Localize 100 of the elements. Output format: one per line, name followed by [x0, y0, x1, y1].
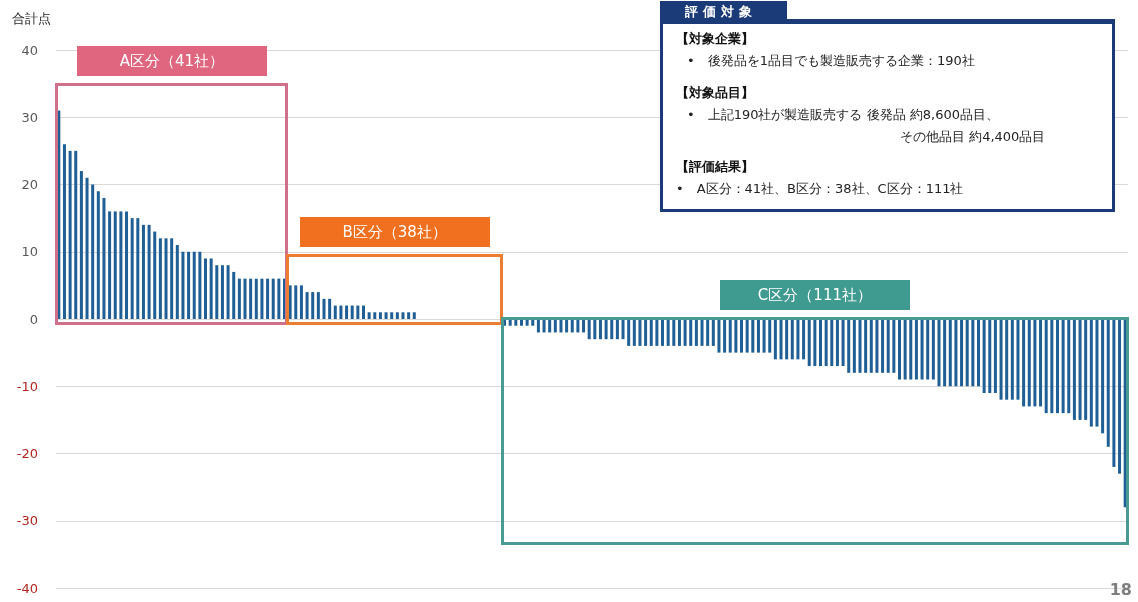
bar [960, 319, 964, 387]
bar [204, 258, 208, 319]
bar [920, 319, 924, 380]
bar [1106, 319, 1110, 447]
annotation: B区分（38社） [342, 222, 447, 244]
bar [1078, 319, 1082, 420]
bar [542, 319, 546, 333]
bar [723, 319, 727, 353]
annotation: 【対象品目】 [676, 84, 754, 102]
bar [407, 312, 411, 319]
bar [576, 319, 580, 333]
bar [909, 319, 913, 380]
bar [734, 319, 738, 353]
bar [835, 319, 839, 367]
bar [311, 292, 315, 319]
bar [192, 251, 196, 319]
bar [401, 312, 405, 319]
bar [954, 319, 958, 387]
bar [694, 319, 698, 346]
bar [1005, 319, 1009, 400]
bar [1118, 319, 1122, 474]
y-tick-label: 10 [21, 244, 38, 260]
bar [1089, 319, 1093, 427]
bar [1101, 319, 1105, 434]
bar [328, 298, 332, 319]
bar [378, 312, 382, 319]
bar [999, 319, 1003, 400]
y-tick-label: 20 [21, 177, 38, 192]
bar [395, 312, 399, 319]
bar [260, 278, 264, 319]
bar [175, 245, 179, 319]
bar [215, 265, 219, 319]
bar [288, 285, 292, 319]
bar [632, 319, 636, 346]
bar [237, 278, 241, 319]
bar [1084, 319, 1088, 420]
bar [982, 319, 986, 393]
bar [779, 319, 783, 360]
bar [841, 319, 845, 367]
annotation: • 後発品を1品目でも製造販売する企業：190社 [687, 52, 975, 70]
bar [943, 319, 947, 387]
bar [700, 319, 704, 346]
y-tick-label: 30 [21, 109, 38, 125]
bar [339, 305, 343, 319]
bar [627, 319, 631, 346]
bar [113, 211, 117, 319]
bar [740, 319, 744, 353]
bar [655, 319, 659, 346]
bar [914, 319, 918, 380]
text: 評価対象 [660, 1, 787, 23]
bar [271, 278, 275, 319]
bar [79, 171, 83, 319]
bar [62, 144, 66, 319]
bar [1044, 319, 1048, 414]
bar [717, 319, 721, 353]
bar [536, 319, 540, 333]
bar [548, 319, 552, 333]
bar [773, 319, 777, 360]
bar [345, 305, 349, 319]
bar [598, 319, 602, 340]
bar [68, 150, 72, 319]
bar [226, 265, 230, 319]
bar [683, 319, 687, 346]
bar [711, 319, 715, 346]
bar [141, 224, 145, 319]
bar [164, 238, 168, 319]
y-tick-label: -20 [16, 446, 38, 461]
bar [638, 319, 642, 346]
bar [1055, 319, 1059, 414]
bar [621, 319, 625, 340]
bar [1022, 319, 1026, 407]
bar [762, 319, 766, 353]
bar [361, 305, 365, 319]
bar [277, 278, 281, 319]
bar [373, 312, 377, 319]
y-tick-label: 40 [21, 42, 38, 58]
bar [294, 285, 298, 319]
bar [85, 177, 89, 319]
annotation: • A区分：41社、B区分：38社、C区分：111社 [676, 180, 964, 198]
bar [661, 319, 665, 346]
bar [187, 251, 191, 319]
bar [976, 319, 980, 387]
annotation: • 上記190社が製造販売する 後発品 約8,600品目、 [687, 106, 999, 124]
bar [220, 265, 224, 319]
bar [819, 319, 823, 367]
bar [937, 319, 941, 387]
bar [903, 319, 907, 380]
bar [965, 319, 969, 387]
bar [158, 238, 162, 319]
bar [136, 218, 140, 319]
bar [610, 319, 614, 340]
bar [254, 278, 258, 319]
bar [993, 319, 997, 393]
bar [356, 305, 360, 319]
bar [948, 319, 952, 387]
bar [1050, 319, 1054, 414]
bar [852, 319, 856, 373]
bar [198, 251, 202, 319]
bar [807, 319, 811, 367]
bar [1095, 319, 1099, 427]
